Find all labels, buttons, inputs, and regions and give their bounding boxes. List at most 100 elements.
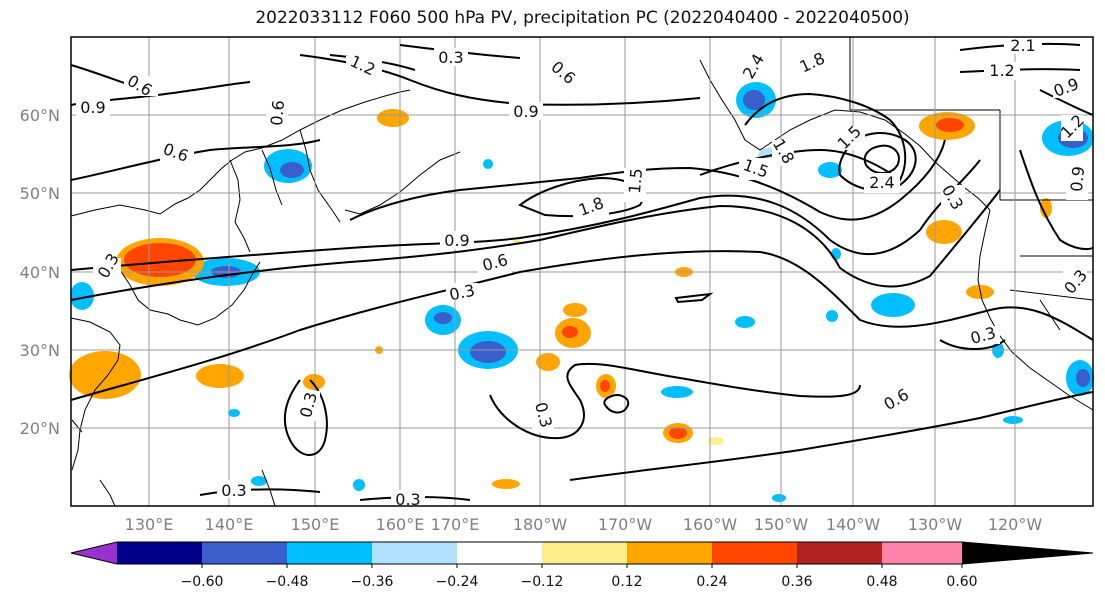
precip-cell [826, 310, 838, 322]
coastline-china [70, 317, 121, 471]
coastline-kamchatka-west [261, 149, 283, 206]
contour-label-group: 0.3 0.3 0.3 0.3 0.3 0.3 0.3 0.3 0.3 0.3 … [76, 36, 1091, 509]
lon-label: 140°W [826, 515, 881, 534]
precip-cell [1076, 369, 1090, 387]
coastline-japan [119, 261, 261, 326]
borders [849, 37, 1094, 331]
lon-label: 170°E [431, 515, 480, 534]
map-title: 2022033112 F060 500 hPa PV, precipitatio… [255, 8, 910, 28]
lat-label: 60°N [20, 106, 60, 125]
lon-label: 130°E [125, 515, 174, 534]
contour-label: 1.2 [989, 61, 1014, 80]
colorbar-extend-low [71, 542, 117, 564]
lon-label: 130°W [908, 515, 963, 534]
contour-label: 0.3 [438, 48, 463, 67]
precip-cell [743, 90, 765, 110]
precip-cell [70, 282, 94, 310]
lon-label: 150°E [291, 515, 340, 534]
precip-cell [562, 326, 578, 338]
precip-cell [492, 479, 520, 489]
precip-cell [483, 159, 493, 169]
precip-cell [735, 316, 755, 328]
colorbar-extend-high [962, 542, 1093, 564]
precip-cell [661, 386, 693, 398]
lat-label: 30°N [20, 341, 60, 360]
colorbar-tick-label: 0.12 [611, 574, 642, 590]
contour-label: 2.4 [869, 173, 894, 192]
colorbar-segment [287, 542, 372, 564]
precip-cell [196, 364, 244, 388]
precip-cell [600, 380, 610, 392]
colorbar-tick-label: 0.48 [866, 574, 897, 590]
lon-label: 160°W [683, 515, 738, 534]
graticule [71, 37, 1093, 506]
contour-0.6 [70, 189, 1001, 301]
colorbar-tick-label: −0.48 [266, 574, 309, 590]
precip-cell [926, 220, 962, 244]
lon-label: 140°E [205, 515, 254, 534]
map-frame [70, 36, 1094, 507]
coastline-alaska [699, 59, 991, 211]
precip-cell [936, 118, 964, 132]
colorbar-tick-label: 0.24 [696, 574, 727, 590]
contour-label: 0.3 [448, 281, 477, 305]
precip-cell [69, 351, 141, 399]
precip-cell [1040, 198, 1052, 218]
precip-cell [1003, 416, 1023, 424]
colorbar-segment [542, 542, 627, 564]
precip-positive-anomalies [69, 109, 1052, 489]
colorbar-tick-label: −0.36 [351, 574, 394, 590]
colorbar-segment [457, 542, 542, 564]
lon-label: 150°W [754, 515, 809, 534]
contour-label: 0.9 [80, 98, 105, 117]
contour-label: 0.3 [221, 481, 246, 500]
lon-label: 160°E [376, 515, 425, 534]
contour-0.6-south [569, 391, 1094, 481]
precip-cell [708, 437, 724, 445]
lat-axis: 60°N 50°N 40°N 30°N 20°N [20, 106, 60, 438]
colorbar-tick-label: −0.60 [181, 574, 224, 590]
precip-cell [536, 353, 560, 371]
precip-cell [377, 109, 409, 127]
coastline-kamchatka [299, 129, 341, 223]
contour-label: 0.9 [513, 102, 538, 121]
contour-label: 0.9 [444, 231, 469, 250]
precip-cell [669, 427, 687, 439]
colorbar-segment [117, 542, 202, 564]
precip-cell [563, 303, 587, 317]
precip-cell [871, 293, 915, 317]
colorbar-tick-label: −0.24 [436, 574, 479, 590]
precip-cell [353, 479, 365, 491]
contour-small [603, 394, 630, 414]
contour-0.3 [70, 250, 1094, 401]
lat-label: 20°N [20, 419, 60, 438]
contour-0.3-sw [283, 379, 328, 456]
contour-0.9-east [1039, 89, 1094, 116]
coastlines [70, 37, 1094, 507]
precip-cell [303, 374, 325, 390]
lat-label: 40°N [20, 263, 60, 282]
precip-cell [280, 162, 304, 178]
precip-cell [470, 341, 506, 363]
contour-0.3-east [939, 339, 1006, 350]
lon-label: 120°W [988, 515, 1043, 534]
colorbar-outline [70, 541, 1094, 565]
contour-label: 2.1 [1010, 36, 1035, 55]
colorbar-segment [712, 542, 797, 564]
precip-cell [251, 476, 267, 486]
colorbar-tick-label: 0.36 [781, 574, 812, 590]
colorbar-segment [202, 542, 287, 564]
coastline-sakhalin [229, 159, 251, 253]
contour-label: 0.3 [395, 490, 420, 509]
precip-cell [434, 312, 452, 324]
contour-label: 0.6 [267, 99, 288, 126]
precip-cell [818, 162, 842, 178]
precip-cell [124, 243, 196, 277]
colorbar: −0.60 −0.48 −0.36 −0.24 −0.12 0.12 0.24 … [70, 541, 1094, 590]
contour-tiny [674, 292, 714, 304]
contour-0.3-south-a [199, 488, 321, 496]
coastline-asia [70, 89, 411, 217]
colorbar-tick-label: −0.12 [521, 574, 564, 590]
precip-cell [228, 409, 240, 417]
